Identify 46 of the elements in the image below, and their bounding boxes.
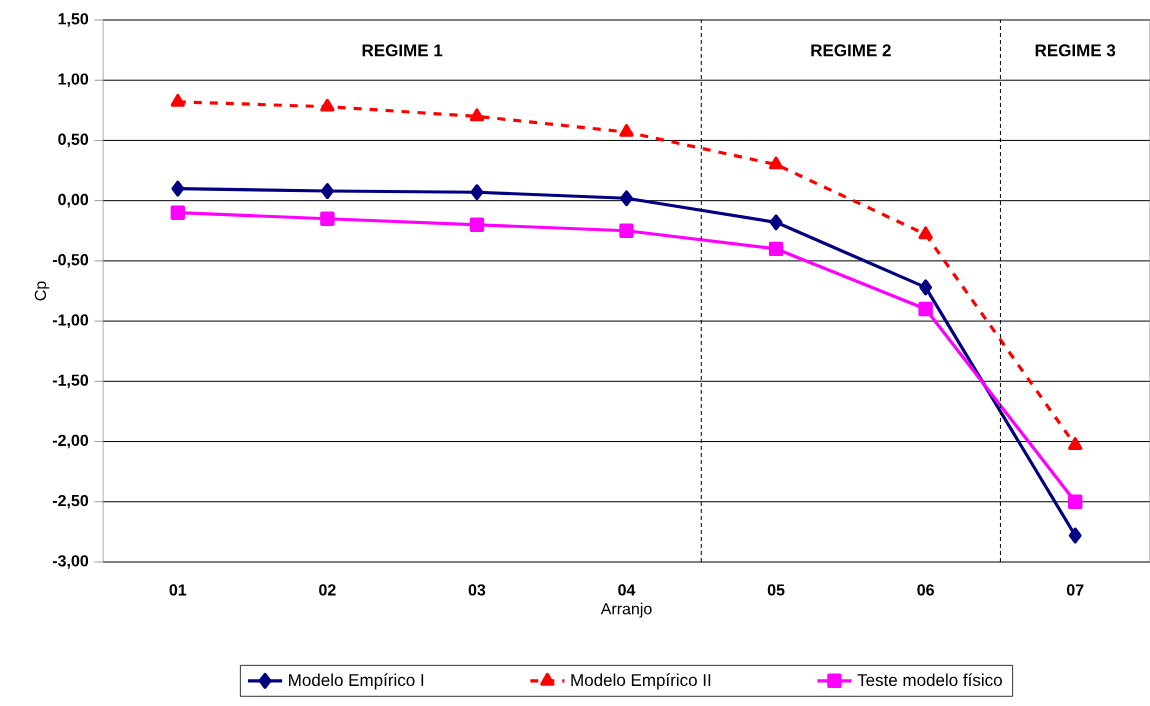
legend-label: Teste modelo físico bbox=[857, 673, 1002, 687]
point bbox=[320, 211, 335, 226]
annotation: REGIME 2 bbox=[811, 44, 891, 57]
point bbox=[469, 108, 485, 122]
x-tick-label: 04 bbox=[618, 584, 636, 596]
point bbox=[768, 156, 784, 170]
y-tick-label: 0,50 bbox=[58, 133, 89, 148]
point bbox=[320, 183, 334, 200]
y-tick-label: -2,00 bbox=[52, 434, 89, 449]
point bbox=[1068, 437, 1083, 450]
point bbox=[1068, 494, 1083, 509]
y-tick-label: -2,50 bbox=[52, 494, 89, 509]
legend-label: Modelo Empírico I bbox=[289, 673, 424, 690]
y-tick-label: -1,00 bbox=[52, 314, 89, 328]
x-tick-label: 05 bbox=[767, 584, 785, 596]
point bbox=[768, 241, 784, 257]
y-tick-label: 1,00 bbox=[58, 73, 89, 88]
point bbox=[620, 190, 633, 207]
point bbox=[919, 279, 933, 296]
y-tick-label: -1,50 bbox=[52, 374, 89, 389]
x-tick-label: 02 bbox=[319, 584, 336, 596]
point bbox=[619, 223, 634, 238]
point bbox=[1068, 527, 1082, 544]
y-tick-label: 0,00 bbox=[58, 193, 89, 208]
legend-label: Modelo Empírico II bbox=[571, 673, 711, 690]
x-tick-label: 06 bbox=[917, 584, 934, 596]
x-tick-label: 01 bbox=[169, 584, 187, 596]
y-tick-label: 1,50 bbox=[58, 13, 89, 27]
point bbox=[170, 205, 185, 220]
point bbox=[470, 184, 484, 201]
point bbox=[469, 217, 485, 232]
x-tick-label: 07 bbox=[1066, 584, 1084, 596]
point bbox=[918, 301, 933, 317]
y-tick-label: -0,50 bbox=[52, 254, 89, 268]
y-axis-title: Cp bbox=[34, 281, 50, 301]
y-tick-label: -3,00 bbox=[52, 555, 89, 569]
annotation: REGIME 3 bbox=[1035, 44, 1116, 57]
point bbox=[918, 226, 933, 240]
point bbox=[170, 93, 185, 107]
point bbox=[769, 214, 783, 231]
annotation: REGIME 1 bbox=[362, 44, 443, 57]
x-tick-label: 03 bbox=[468, 584, 486, 596]
point bbox=[619, 124, 634, 137]
point bbox=[320, 98, 335, 112]
point bbox=[171, 180, 185, 197]
x-axis-title: Arranjo bbox=[600, 602, 652, 618]
